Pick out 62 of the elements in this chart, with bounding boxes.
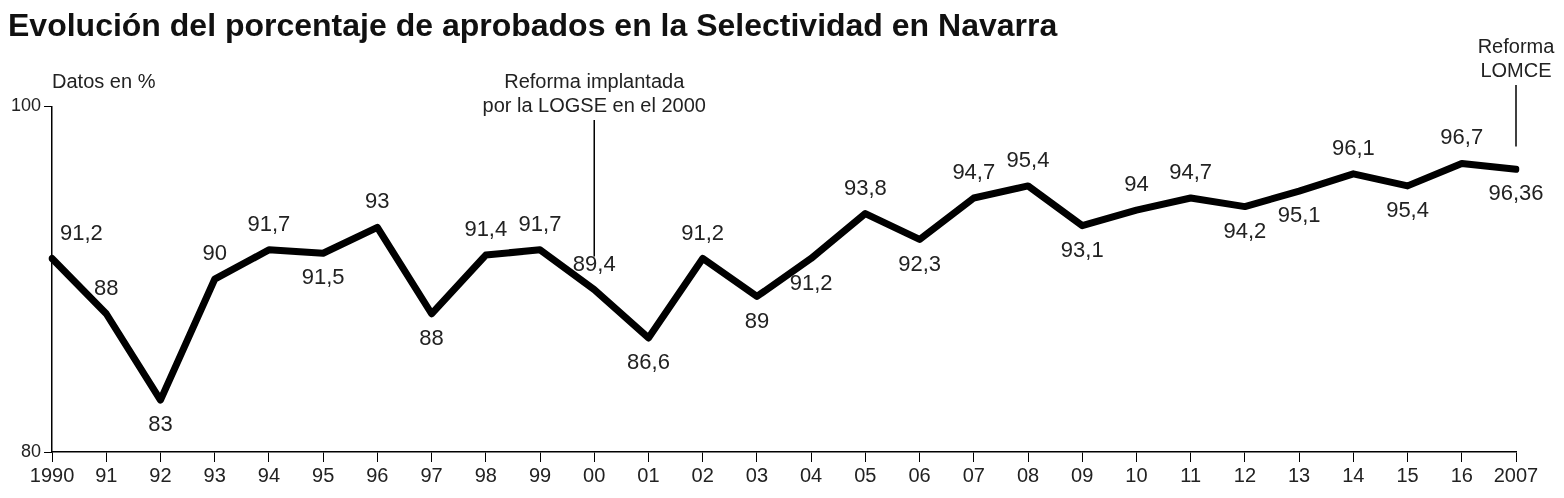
data-label: 96,1 — [1331, 134, 1375, 160]
data-label: 88 — [94, 274, 119, 300]
data-label: 89 — [744, 307, 770, 333]
x-tick-label: 92 — [149, 463, 172, 486]
x-tick-label: 05 — [854, 463, 877, 486]
data-label: 92,3 — [898, 250, 941, 276]
data-label: 96,7 — [1440, 124, 1484, 150]
ref-line-label: Reforma LOMCE — [1477, 35, 1556, 81]
data-label: 91,7 — [518, 210, 562, 236]
data-label: 94,2 — [1223, 217, 1267, 243]
data-label: 93,1 — [1060, 236, 1104, 262]
x-tick-label: 02 — [691, 463, 714, 486]
data-label: 94,7 — [952, 159, 996, 185]
x-tick-label: 07 — [962, 463, 985, 486]
x-tick-label: 08 — [1016, 463, 1040, 486]
chart-title: Evolución del porcentaje de aprobados en la Selectividad en Navarra — [8, 7, 1058, 44]
x-tick-label: 2007 — [1493, 463, 1539, 486]
x-tick-label: 01 — [637, 463, 660, 486]
data-label: 91,2 — [60, 219, 103, 245]
ref-line-label: Reforma implantada por la LOGSE en el 2000 — [482, 70, 706, 116]
y-tick-label: 80 — [21, 440, 42, 461]
x-tick-label: 03 — [745, 463, 769, 486]
x-tick-label: 09 — [1071, 463, 1094, 486]
data-label: 91,4 — [464, 216, 508, 242]
x-tick-label: 99 — [528, 463, 552, 486]
data-label: 94 — [1124, 171, 1149, 197]
data-label: 83 — [148, 411, 173, 437]
data-label: 91,2 — [789, 269, 833, 295]
x-tick-label: 93 — [203, 463, 226, 486]
x-tick-label: 96 — [366, 463, 389, 486]
x-tick-label: 00 — [583, 463, 606, 486]
data-label: 93 — [365, 188, 390, 214]
data-label: 91,2 — [681, 219, 725, 245]
x-tick-label: 13 — [1287, 463, 1311, 486]
x-tick-label: 11 — [1180, 463, 1202, 486]
x-tick-label: 91 — [95, 463, 118, 486]
x-tick-label: 12 — [1233, 463, 1257, 486]
data-label: 89,4 — [572, 250, 616, 276]
data-label: 95,4 — [1006, 146, 1050, 172]
y-tick-label: 100 — [10, 95, 42, 116]
data-label: 93,8 — [843, 174, 887, 200]
data-label: 95,1 — [1277, 202, 1321, 228]
x-tick-label: 95 — [312, 463, 335, 486]
x-tick-label: 04 — [800, 463, 823, 486]
data-label: 90 — [202, 240, 227, 266]
x-tick-label: 98 — [474, 463, 497, 486]
x-tick-label: 15 — [1396, 463, 1419, 486]
data-label: 88 — [419, 324, 444, 350]
data-label: 95,4 — [1386, 196, 1429, 222]
x-tick-label: 14 — [1342, 463, 1365, 486]
data-label: 91,5 — [301, 264, 345, 290]
data-label: 96,36 — [1488, 180, 1544, 206]
x-tick-label: 06 — [908, 463, 931, 486]
data-label: 94,7 — [1169, 159, 1213, 185]
y-axis-title: Datos en % — [52, 70, 156, 92]
x-tick-label: 10 — [1125, 463, 1148, 486]
x-tick-label: 97 — [420, 463, 443, 486]
data-label: 86,6 — [627, 349, 670, 375]
data-label: 91,7 — [247, 210, 291, 236]
x-tick-label: 1990 — [29, 463, 75, 486]
x-tick-label: 94 — [257, 463, 281, 486]
x-tick-label: 16 — [1450, 463, 1473, 486]
